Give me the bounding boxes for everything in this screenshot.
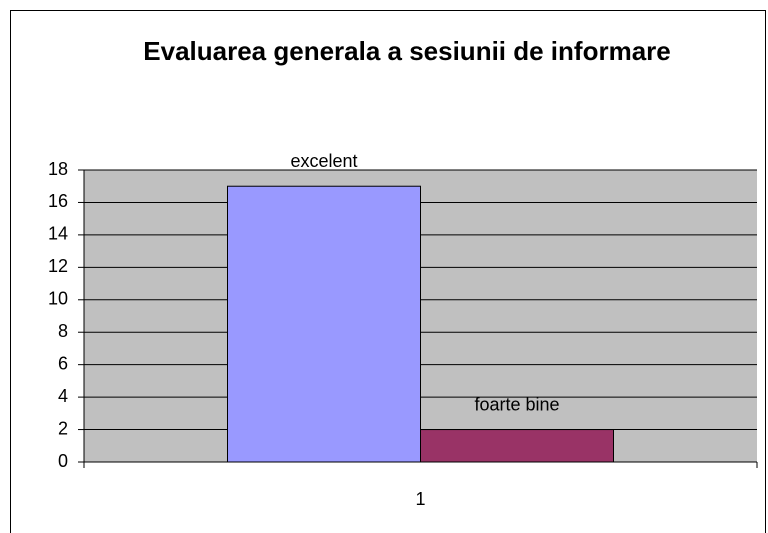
y-tick-label: 12 bbox=[48, 256, 68, 276]
data-label: excelent bbox=[290, 151, 357, 171]
y-tick-label: 14 bbox=[48, 224, 68, 244]
y-tick-label: 4 bbox=[58, 386, 68, 406]
data-label: foarte bine bbox=[474, 394, 559, 414]
y-tick-label: 10 bbox=[48, 289, 68, 309]
bar bbox=[227, 185, 421, 463]
y-tick-label: 16 bbox=[48, 191, 68, 211]
y-tick-label: 8 bbox=[58, 321, 68, 341]
y-tick-label: 2 bbox=[58, 418, 68, 438]
chart-border bbox=[10, 10, 766, 533]
chart-title: Evaluarea generala a sesiunii de informa… bbox=[143, 36, 671, 66]
y-tick-label: 6 bbox=[58, 353, 68, 373]
y-tick-label: 18 bbox=[48, 159, 68, 179]
x-tick-label: 1 bbox=[415, 489, 425, 509]
y-tick-label: 0 bbox=[58, 451, 68, 471]
bar bbox=[420, 429, 614, 463]
